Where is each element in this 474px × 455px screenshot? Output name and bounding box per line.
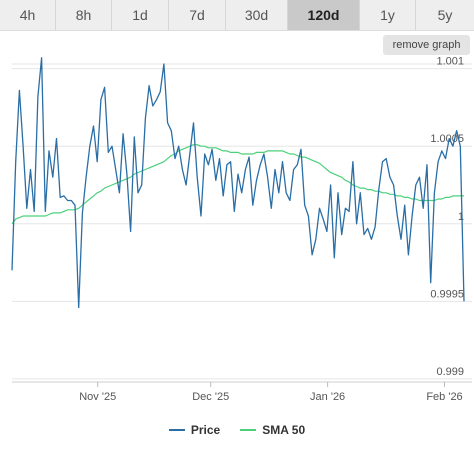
- x-tick-label: Nov '25: [79, 391, 116, 403]
- range-selector: 4h 8h 1d 7d 30d 120d 1y 5y: [0, 0, 474, 31]
- y-tick-label: 0.9995: [430, 288, 464, 300]
- x-tick-label: Jan '26: [310, 391, 345, 403]
- legend-item-sma50[interactable]: SMA 50: [240, 423, 305, 437]
- x-tick-label: Dec '25: [192, 391, 229, 403]
- range-4h-button[interactable]: 4h: [0, 0, 56, 30]
- legend-swatch-sma50: [240, 429, 257, 431]
- range-120d-button[interactable]: 120d: [288, 0, 360, 30]
- legend-label-price: Price: [190, 423, 221, 437]
- y-tick-label: 1: [458, 211, 464, 223]
- range-8h-button[interactable]: 8h: [56, 0, 112, 30]
- range-30d-button[interactable]: 30d: [226, 0, 288, 30]
- sma50-series-line: [11, 144, 464, 225]
- chart-legend: Price SMA 50: [0, 420, 474, 440]
- price-series-line: [11, 57, 465, 309]
- legend-item-price[interactable]: Price: [168, 423, 221, 437]
- grid-lines: [12, 63, 472, 380]
- remove-graph-button[interactable]: remove graph: [383, 35, 470, 55]
- y-tick-label: 0.999: [436, 366, 464, 378]
- range-7d-button[interactable]: 7d: [169, 0, 226, 30]
- range-5y-button[interactable]: 5y: [416, 0, 474, 30]
- legend-label-sma50: SMA 50: [262, 423, 306, 437]
- y-tick-label: 1.001: [436, 56, 464, 68]
- series-lines: [11, 57, 465, 309]
- x-tick-label: Feb '26: [426, 391, 462, 403]
- range-1y-button[interactable]: 1y: [360, 0, 416, 30]
- x-axis: Nov '25 Dec '25 Jan '26 Feb '26: [12, 381, 472, 403]
- legend-swatch-price: [168, 429, 185, 431]
- range-1d-button[interactable]: 1d: [112, 0, 169, 30]
